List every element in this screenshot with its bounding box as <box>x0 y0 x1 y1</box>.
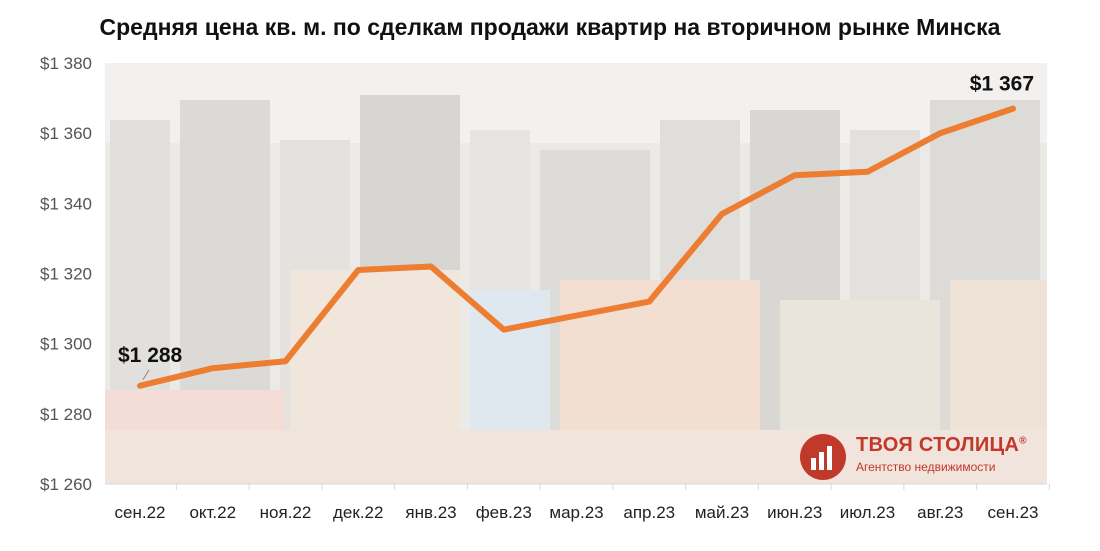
data-point <box>137 383 143 389</box>
annotations: $1 288 $1 367 <box>118 73 1034 381</box>
x-tick-label: сен.23 <box>988 503 1039 522</box>
chart-title: Средняя цена кв. м. по сделкам продажи к… <box>99 14 1001 40</box>
building-chart-icon <box>800 434 846 480</box>
y-tick-label: $1 380 <box>40 54 92 73</box>
agency-logo: ТВОЯ СТОЛИЦА® Агентство недвижимости <box>800 432 1050 482</box>
data-point <box>283 358 288 364</box>
first-value-label: $1 288 <box>118 344 183 367</box>
data-point <box>792 172 798 178</box>
data-point <box>574 313 579 319</box>
series-layer <box>137 105 1016 389</box>
x-tick-label: окт.22 <box>189 503 236 522</box>
x-tick-label: июл.23 <box>840 503 895 522</box>
data-point <box>865 169 870 175</box>
y-axis: $1 260 $1 280 $1 300 $1 320 $1 340 $1 360 $1 3… <box>40 54 92 494</box>
data-point <box>1010 106 1016 112</box>
x-axis: сен.22 окт.22 ноя.22 дек.22 янв.23 фев.23 мар.… <box>115 484 1050 522</box>
x-tick-label: авг.23 <box>917 503 963 522</box>
y-tick-label: $1 300 <box>40 335 92 354</box>
y-tick-label: $1 360 <box>40 124 92 143</box>
y-tick-label: $1 320 <box>40 265 92 284</box>
first-label-leader <box>142 369 150 381</box>
data-point <box>210 365 216 371</box>
logo-title: ТВОЯ СТОЛИЦА® <box>856 434 1027 456</box>
x-tick-label: мар.23 <box>549 503 603 522</box>
data-point <box>501 327 507 333</box>
last-value-label: $1 367 <box>970 73 1034 96</box>
x-tick-label: дек.22 <box>333 503 383 522</box>
data-point <box>428 263 434 269</box>
x-tick-label: май.23 <box>695 503 749 522</box>
y-tick-label: $1 280 <box>40 405 92 424</box>
x-tick-label: июн.23 <box>767 503 822 522</box>
y-tick-label: $1 260 <box>40 475 92 494</box>
x-tick-label: апр.23 <box>623 503 675 522</box>
x-tick-label: ноя.22 <box>260 503 312 522</box>
x-tick-label: фев.23 <box>476 503 532 522</box>
logo-subtitle: Агентство недвижимости <box>856 460 996 474</box>
data-point <box>355 267 361 273</box>
x-tick-label: янв.23 <box>405 503 456 522</box>
x-tick-label: сен.22 <box>115 503 166 522</box>
data-point <box>719 211 725 217</box>
background-city-photo <box>105 63 1047 484</box>
y-tick-label: $1 340 <box>40 194 92 213</box>
data-point <box>646 299 652 305</box>
data-point <box>937 130 943 136</box>
